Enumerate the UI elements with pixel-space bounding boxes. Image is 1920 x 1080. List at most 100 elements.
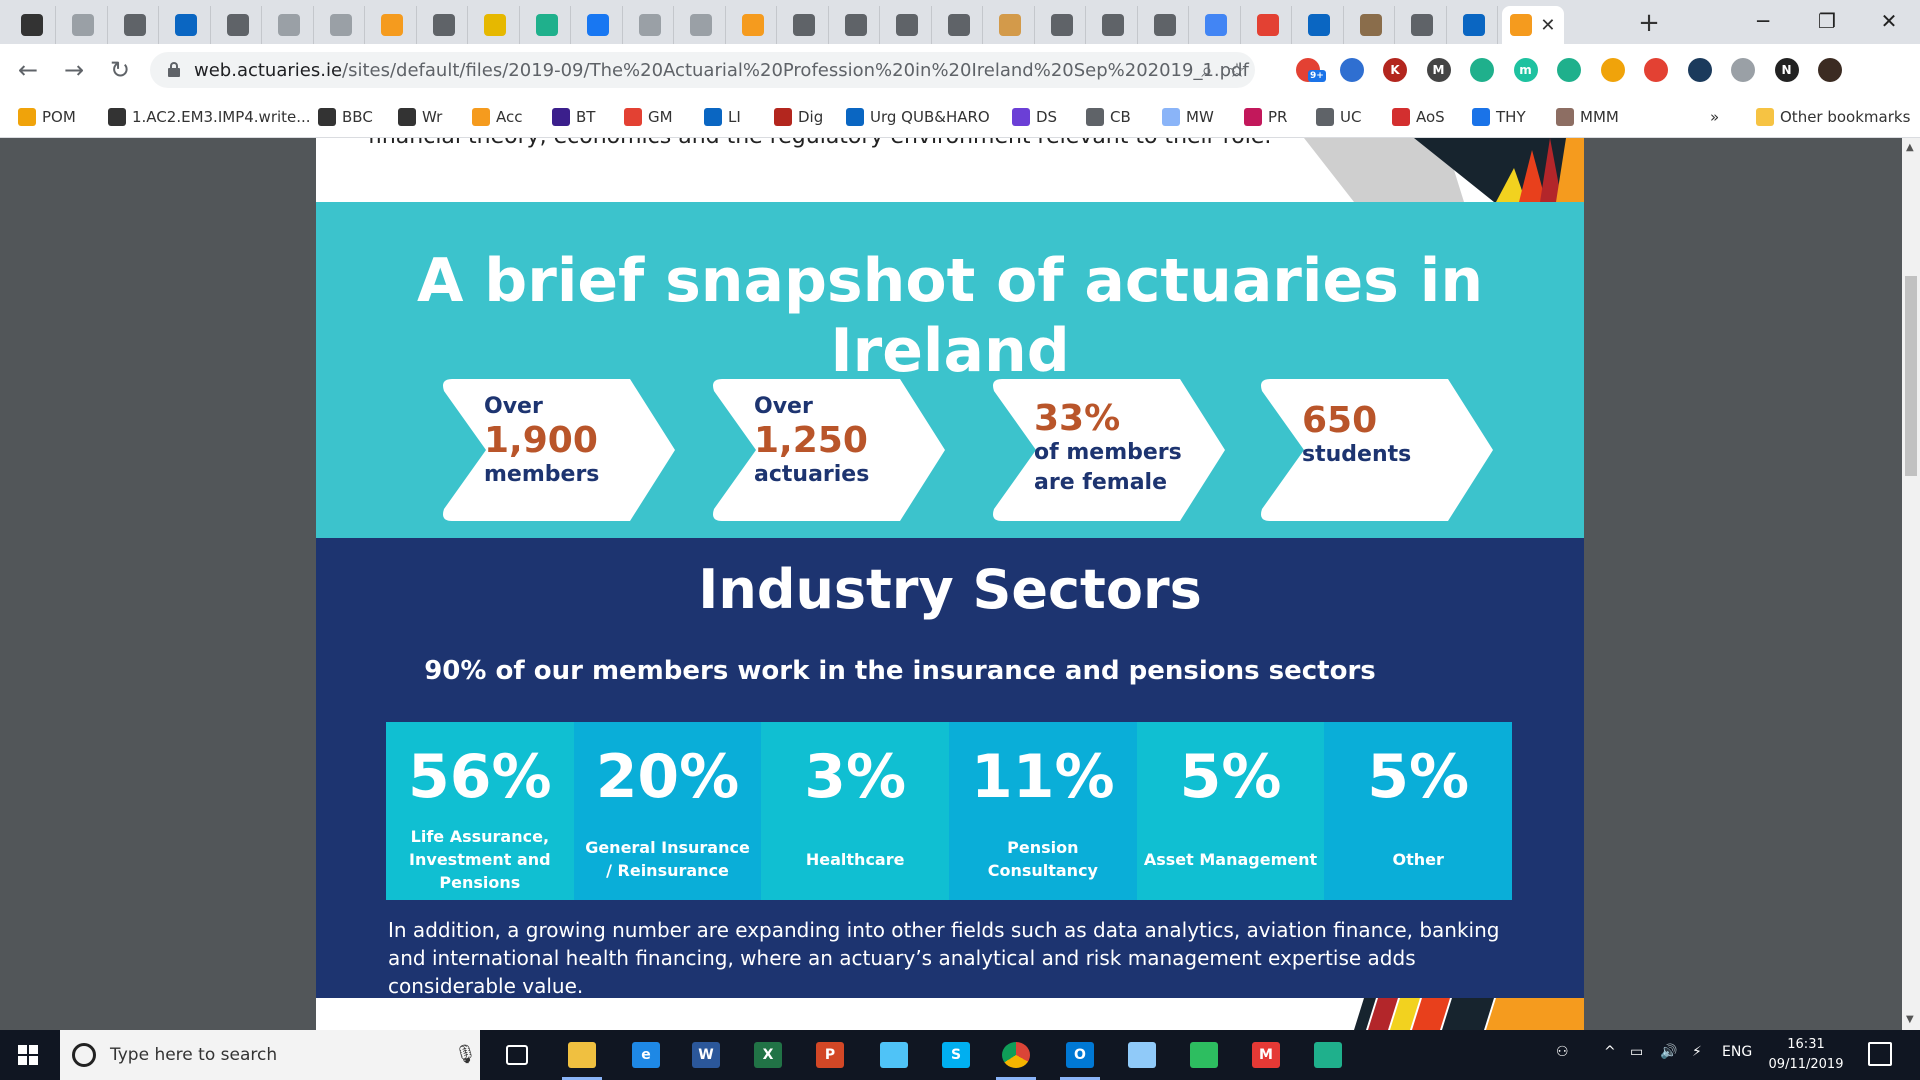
people-icon[interactable]: ⚇ xyxy=(1556,1044,1569,1060)
browser-tab[interactable] xyxy=(317,6,365,44)
browser-tab[interactable] xyxy=(111,6,159,44)
browser-tab[interactable] xyxy=(1090,6,1138,44)
browser-tab[interactable] xyxy=(369,6,417,44)
notification-center-icon[interactable] xyxy=(1868,1042,1892,1066)
browser-tab[interactable] xyxy=(1399,6,1447,44)
weather-icon[interactable] xyxy=(1128,1042,1156,1068)
browser-tab[interactable] xyxy=(1193,6,1241,44)
bookmark-cb[interactable]: CB xyxy=(1086,106,1131,128)
s-icon[interactable] xyxy=(1557,58,1581,82)
start-button[interactable] xyxy=(18,1045,38,1065)
browser-tab[interactable] xyxy=(987,6,1035,44)
browser-tab[interactable] xyxy=(214,6,262,44)
close-window-button[interactable]: ✕ xyxy=(1880,9,1898,33)
browser-tab[interactable] xyxy=(1296,6,1344,44)
scroll-down-arrow-icon[interactable]: ▼ xyxy=(1906,1014,1914,1025)
browser-tab[interactable] xyxy=(626,6,674,44)
tray-overflow-icon[interactable]: ^ xyxy=(1604,1044,1616,1060)
bookmark-acc[interactable]: Acc xyxy=(472,106,523,128)
browser-tab[interactable] xyxy=(935,6,983,44)
bookmark-urg-qub-haro[interactable]: Urg QUB&HARO xyxy=(846,106,990,128)
new-tab-button[interactable]: + xyxy=(1638,8,1660,38)
browser-tab[interactable] xyxy=(472,6,520,44)
browser-tab[interactable] xyxy=(1038,6,1086,44)
browser-tab[interactable] xyxy=(729,6,777,44)
chat-icon[interactable] xyxy=(1687,58,1712,82)
browser-tab[interactable] xyxy=(60,6,108,44)
bookmark-wr[interactable]: Wr xyxy=(398,106,442,128)
browser-tab[interactable] xyxy=(420,6,468,44)
back-button[interactable]: ← xyxy=(17,56,39,84)
browser-tab[interactable] xyxy=(1141,6,1189,44)
browser-tab[interactable] xyxy=(678,6,726,44)
m-icon[interactable]: M xyxy=(1426,58,1451,82)
browser-tab[interactable] xyxy=(781,6,829,44)
mail-icon[interactable] xyxy=(1600,58,1625,82)
volume-icon[interactable]: 🔊 xyxy=(1660,1044,1678,1060)
bookmark-pr[interactable]: PR xyxy=(1244,106,1287,128)
bookmark-li[interactable]: LI xyxy=(704,106,741,128)
outlook-icon[interactable]: O xyxy=(1066,1042,1094,1068)
browser-tab[interactable] xyxy=(523,6,571,44)
chrome-icon[interactable] xyxy=(1002,1042,1030,1068)
scrollbar-thumb[interactable] xyxy=(1905,276,1917,476)
microphone-icon[interactable]: 🎙 xyxy=(454,1044,477,1065)
language-indicator[interactable]: ENG xyxy=(1722,1044,1753,1060)
page-scrollbar[interactable]: ▲ ▼ xyxy=(1902,138,1920,1030)
zoom-icon[interactable]: ⌕ xyxy=(1201,58,1213,82)
bookmark-dig[interactable]: Dig xyxy=(774,106,823,128)
k-icon[interactable]: K xyxy=(1383,58,1407,82)
pdf-viewer[interactable]: financial theory, economics and the regu… xyxy=(0,138,1902,1030)
bookmark-aos[interactable]: AoS xyxy=(1392,106,1445,128)
notion-icon[interactable]: N xyxy=(1774,58,1799,82)
check-icon[interactable] xyxy=(1470,58,1494,82)
check-icon[interactable] xyxy=(1314,1042,1342,1068)
bookmark-1-ac2-em3-imp4-write[interactable]: 1.AC2.EM3.IMP4.write... xyxy=(108,106,311,128)
m-circle-icon[interactable]: m xyxy=(1513,58,1538,82)
profile-avatar-icon[interactable] xyxy=(1818,58,1842,82)
bookmark-uc[interactable]: UC xyxy=(1316,106,1361,128)
evernote-icon[interactable] xyxy=(1190,1042,1218,1068)
url-text[interactable]: web.actuaries.ie/sites/default/files/201… xyxy=(194,60,1249,81)
skype-icon[interactable]: S xyxy=(942,1042,970,1068)
other-bookmarks-folder[interactable]: Other bookmarks xyxy=(1756,106,1910,128)
close-tab-icon[interactable]: ✕ xyxy=(1540,14,1556,36)
browser-tab[interactable] xyxy=(1244,6,1292,44)
notification-icon[interactable]: 9+ xyxy=(1296,58,1326,82)
clock[interactable]: 16:31 09/11/2019 xyxy=(1756,1035,1856,1075)
bookmark-star-icon[interactable]: ☆ xyxy=(1228,58,1246,82)
scroll-up-arrow-icon[interactable]: ▲ xyxy=(1906,142,1914,153)
extension-blue-icon[interactable] xyxy=(1339,58,1364,82)
taskbar-search[interactable]: Type here to search 🎙 xyxy=(60,1030,480,1080)
bookmark-bt[interactable]: BT xyxy=(552,106,595,128)
bookmark-thy[interactable]: THY xyxy=(1472,106,1526,128)
bookmark-bbc[interactable]: BBC xyxy=(318,106,373,128)
dots-icon[interactable] xyxy=(1644,58,1668,82)
p-icon[interactable] xyxy=(1731,58,1755,82)
bookmark-gm[interactable]: GM xyxy=(624,106,673,128)
bookmark-ds[interactable]: DS xyxy=(1012,106,1057,128)
restore-button[interactable]: ❐ xyxy=(1818,9,1836,33)
bookmark-mmm[interactable]: MMM xyxy=(1556,106,1619,128)
browser-tab[interactable] xyxy=(575,6,623,44)
minimize-button[interactable]: ─ xyxy=(1756,9,1770,33)
file-explorer-icon[interactable] xyxy=(568,1042,596,1068)
browser-tab[interactable] xyxy=(884,6,932,44)
address-bar[interactable]: web.actuaries.ie/sites/default/files/201… xyxy=(150,52,1255,88)
browser-tab[interactable] xyxy=(163,6,211,44)
network-icon[interactable]: ⚡ xyxy=(1692,1044,1702,1060)
reload-button[interactable]: ↻ xyxy=(109,56,131,84)
word-icon[interactable]: W xyxy=(692,1042,720,1068)
edge-icon[interactable]: e xyxy=(632,1042,660,1068)
powerpoint-icon[interactable]: P xyxy=(816,1042,844,1068)
excel-icon[interactable]: X xyxy=(754,1042,782,1068)
browser-tab[interactable] xyxy=(266,6,314,44)
bookmark-pom[interactable]: POM xyxy=(18,106,76,128)
active-browser-tab[interactable]: ✕ xyxy=(1501,6,1564,44)
m-icon[interactable]: M xyxy=(1252,1042,1280,1068)
forward-button[interactable]: → xyxy=(63,56,85,84)
bookmark-mw[interactable]: MW xyxy=(1162,106,1214,128)
bookmarks-overflow-button[interactable]: » xyxy=(1710,108,1720,126)
pulse-icon[interactable] xyxy=(880,1042,908,1068)
browser-tab[interactable] xyxy=(832,6,880,44)
